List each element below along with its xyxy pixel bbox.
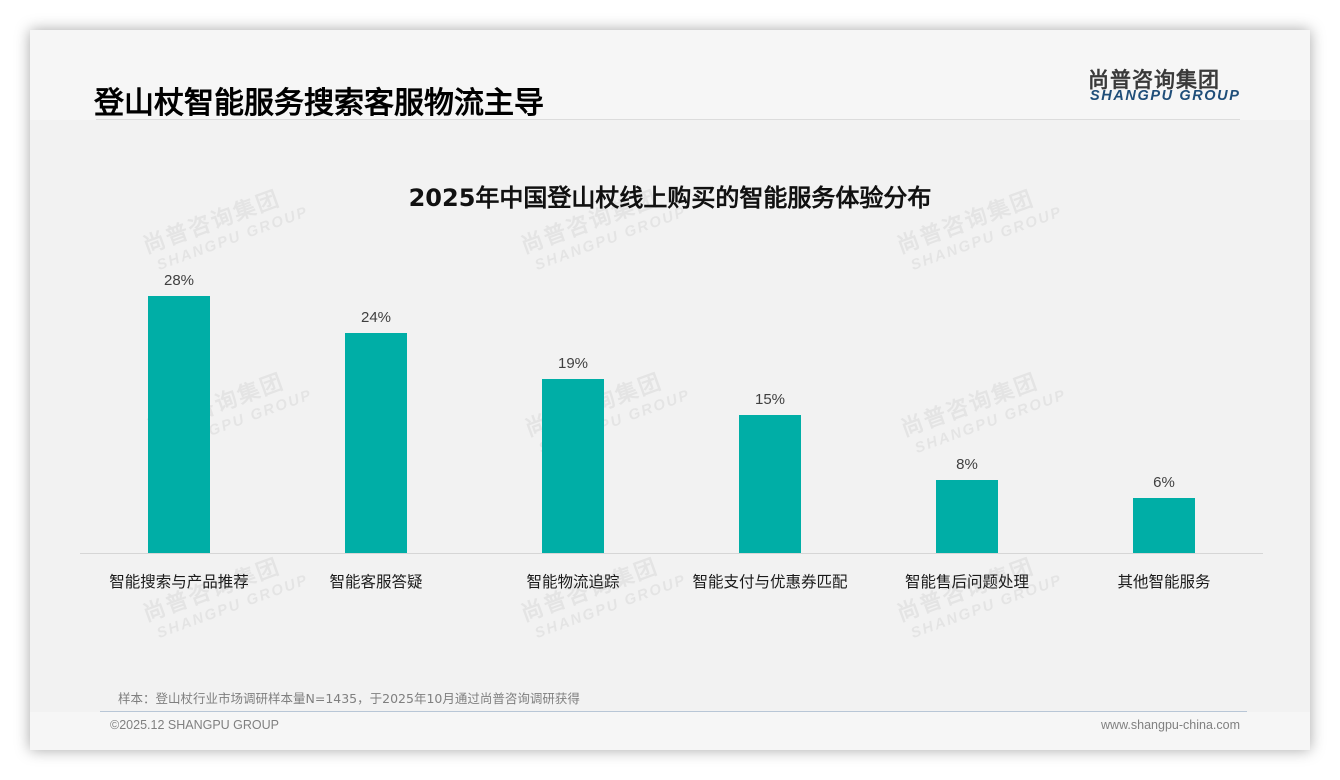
- bar-value-label: 24%: [360, 309, 392, 326]
- bar: [1133, 498, 1195, 553]
- bar-value-label: 6%: [1153, 474, 1175, 491]
- logo-english-text: SHANGPU GROUP: [1090, 88, 1241, 104]
- bar-value-label: 8%: [956, 456, 978, 473]
- footer-divider: [100, 711, 1247, 712]
- footer-band: [30, 712, 1310, 750]
- bar: [148, 296, 210, 553]
- bar-value-label: 19%: [557, 355, 589, 372]
- bar: [345, 333, 407, 553]
- category-label: 其他智能服务: [1117, 573, 1211, 591]
- bar-value-label: 28%: [163, 272, 195, 289]
- copyright-text: ©2025.12 SHANGPU GROUP: [110, 718, 279, 732]
- category-label: 智能搜索与产品推荐: [109, 573, 249, 591]
- bar: [542, 379, 604, 553]
- page-title: 登山杖智能服务搜索客服物流主导: [94, 86, 544, 121]
- chart-panel: [30, 120, 1310, 712]
- title-divider: [96, 119, 1240, 120]
- logo-chinese-text: 尚普咨询集团: [1088, 68, 1220, 92]
- bar-value-label: 15%: [754, 391, 786, 408]
- category-label: 智能支付与优惠券匹配: [692, 573, 848, 591]
- slide: 登山杖智能服务搜索客服物流主导 尚普咨询集团 SHANGPU GROUP 尚普咨…: [30, 30, 1310, 750]
- bar: [936, 480, 998, 553]
- bar: [739, 415, 801, 553]
- website-link[interactable]: www.shangpu-china.com: [1101, 718, 1240, 732]
- category-label: 智能物流追踪: [526, 573, 620, 591]
- category-label: 智能售后问题处理: [904, 573, 1029, 591]
- source-note: 样本：登山杖行业市场调研样本量N=1435，于2025年10月通过尚普咨询调研获…: [118, 691, 580, 706]
- chart-title: 2025年中国登山杖线上购买的智能服务体验分布: [408, 184, 932, 212]
- category-label: 智能客服答疑: [329, 573, 423, 591]
- x-axis-line: [80, 553, 1263, 554]
